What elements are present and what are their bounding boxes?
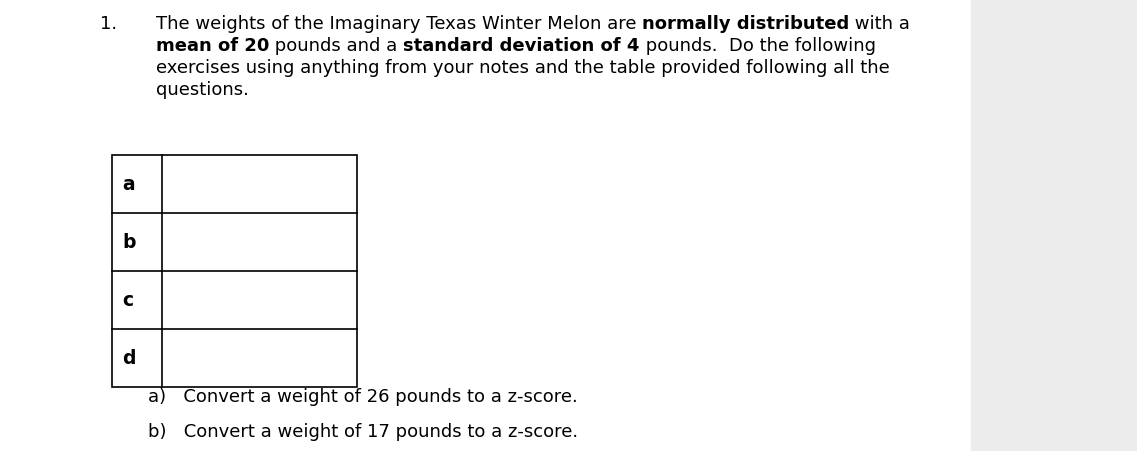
Text: b: b (122, 233, 135, 252)
Text: normally distributed: normally distributed (642, 15, 849, 33)
Text: The weights of the Imaginary Texas Winter Melon are: The weights of the Imaginary Texas Winte… (156, 15, 642, 33)
Text: pounds.  Do the following: pounds. Do the following (639, 37, 875, 55)
Bar (113, 155, 357, 387)
Text: standard deviation of 4: standard deviation of 4 (404, 37, 639, 55)
Text: c: c (122, 290, 133, 309)
Text: 1.: 1. (100, 15, 117, 33)
Text: questions.: questions. (156, 81, 249, 99)
Bar (971, 0, 1137, 451)
Text: mean of 20: mean of 20 (156, 37, 269, 55)
Text: with a: with a (849, 15, 910, 33)
Text: pounds and a: pounds and a (269, 37, 404, 55)
Text: a)   Convert a weight of 26 pounds to a z-score.: a) Convert a weight of 26 pounds to a z-… (148, 388, 578, 406)
Text: d: d (122, 349, 135, 368)
Text: exercises using anything from your notes and the table provided following all th: exercises using anything from your notes… (156, 59, 889, 77)
Text: b)   Convert a weight of 17 pounds to a z-score.: b) Convert a weight of 17 pounds to a z-… (148, 423, 578, 441)
Text: a: a (122, 175, 134, 193)
